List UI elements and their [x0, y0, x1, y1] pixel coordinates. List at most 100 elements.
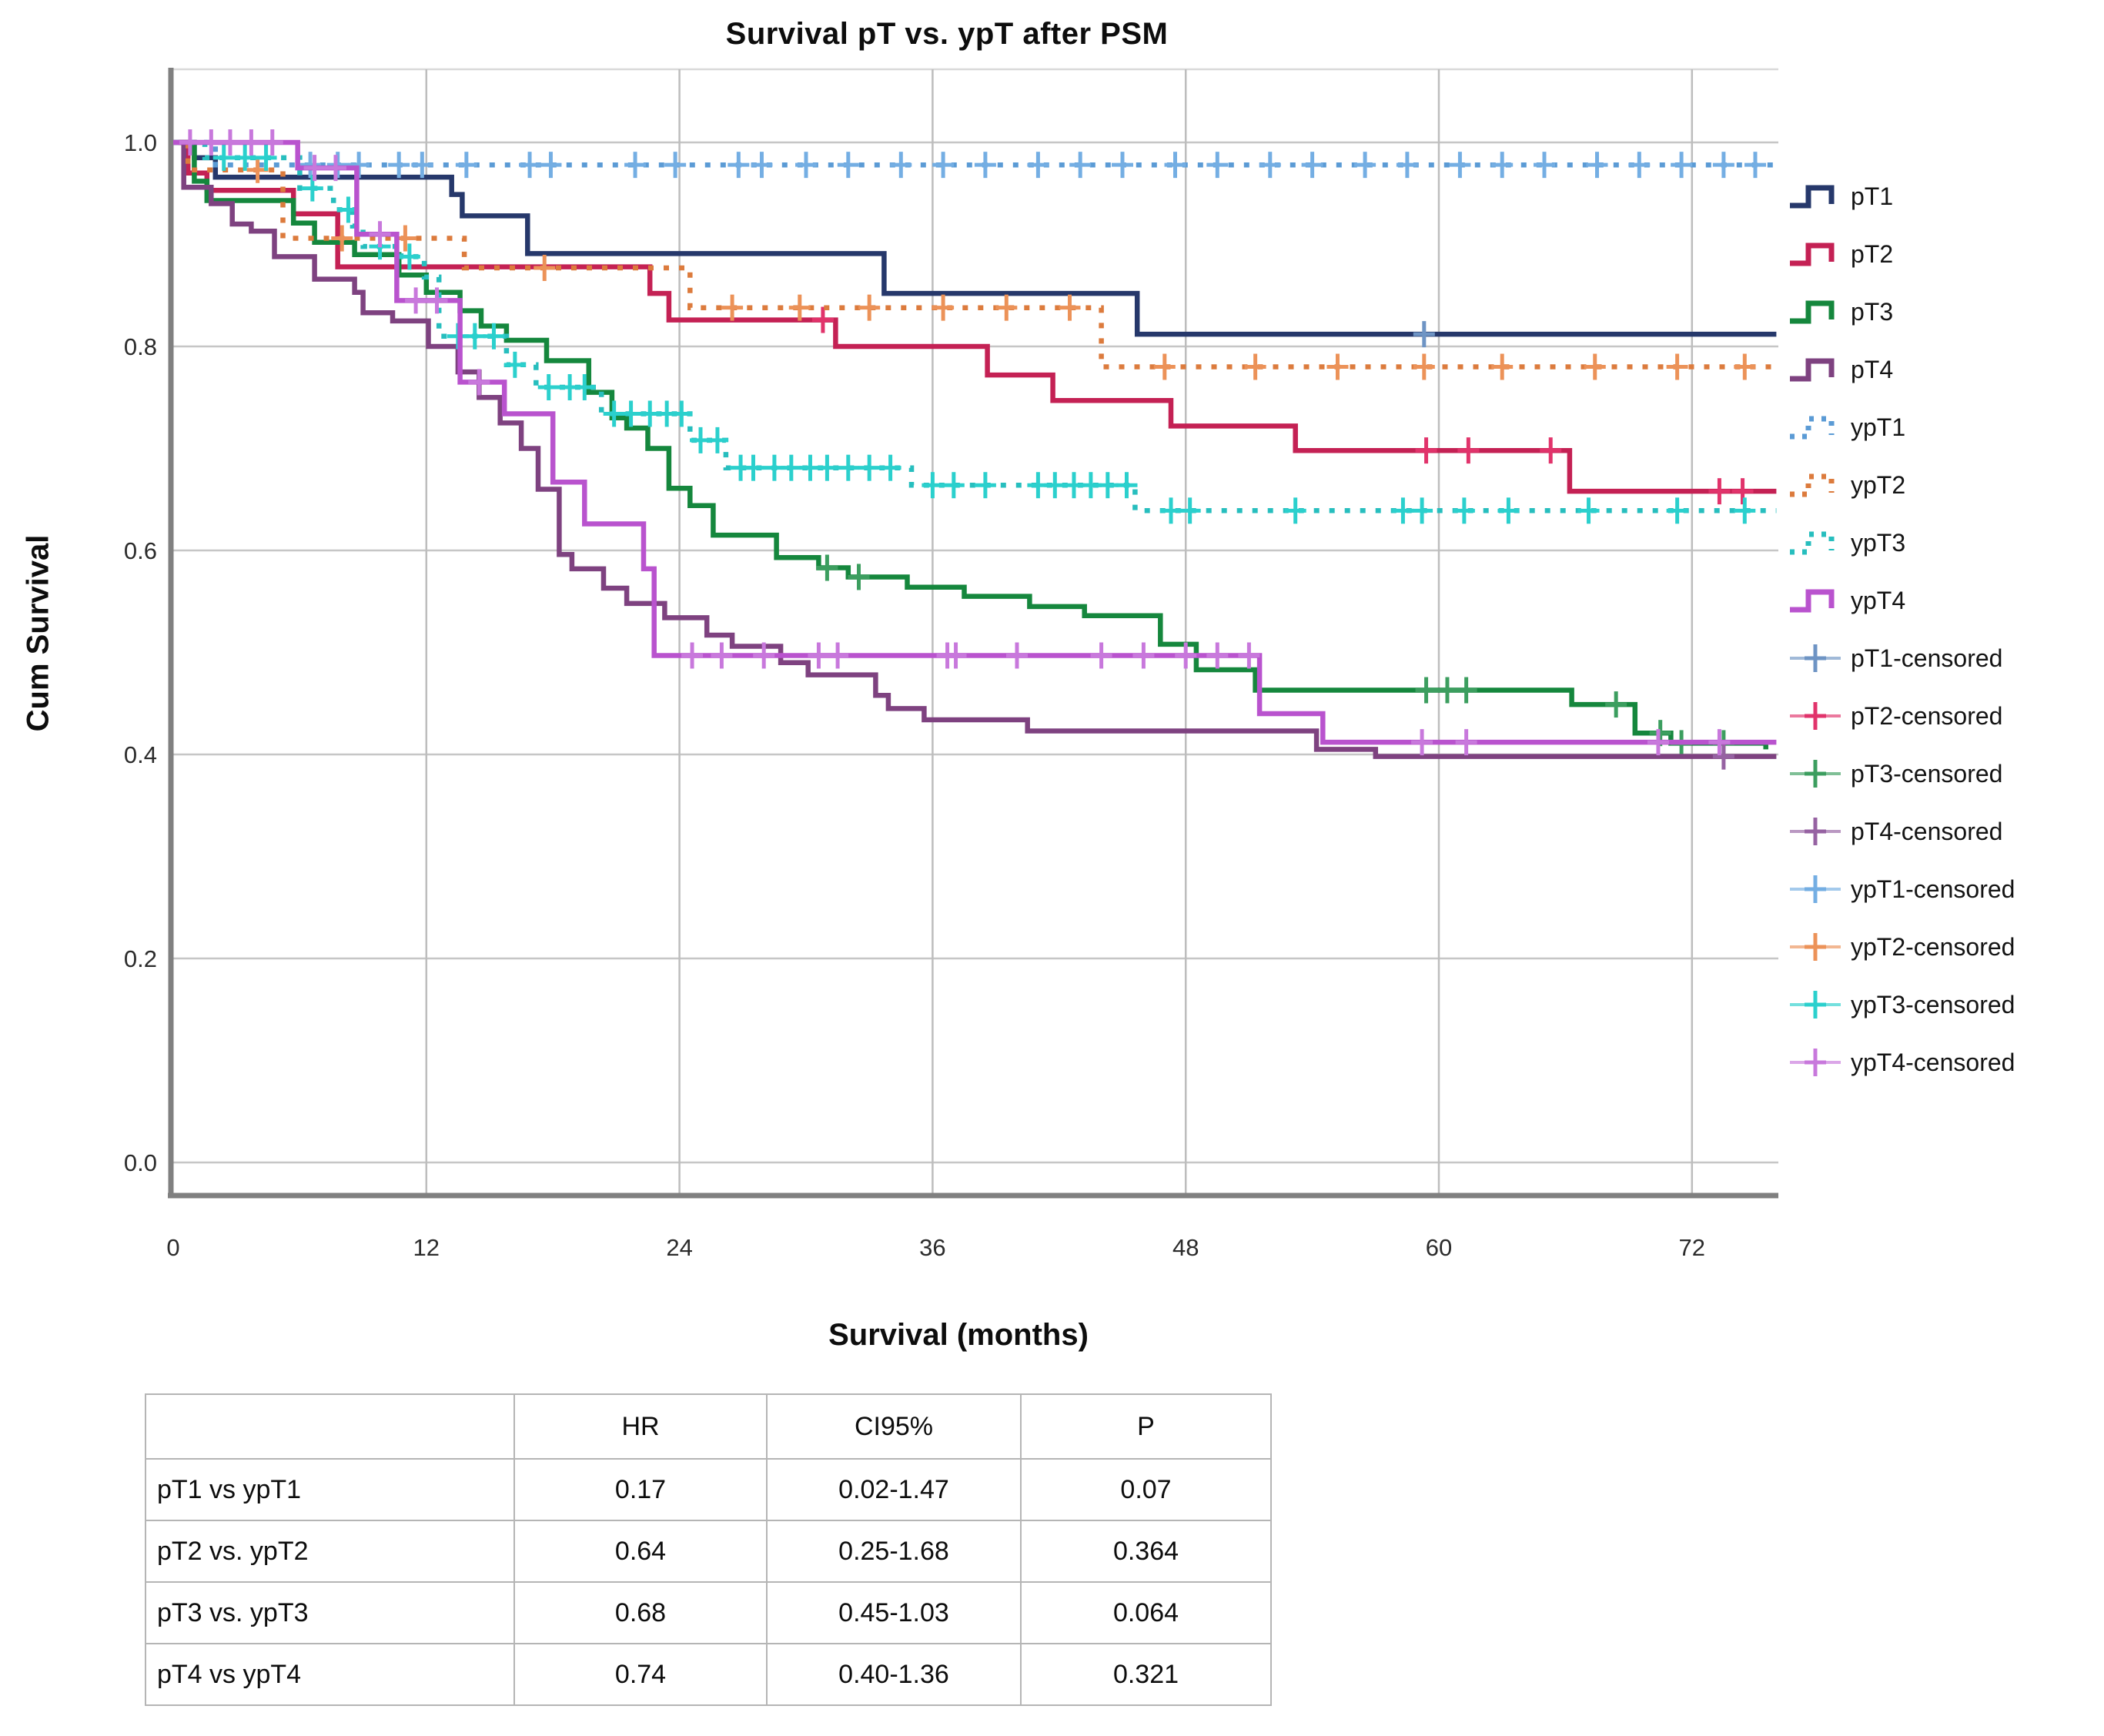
legend-item-pT1-censored: pT1-censored: [1790, 644, 2002, 672]
legend-item-ypT2-censored: ypT2-censored: [1790, 933, 2015, 961]
legend-item-pT3-censored: pT3-censored: [1790, 760, 2002, 788]
p-value: 0.064: [1020, 1581, 1272, 1644]
legend-item-pT1: pT1: [1790, 182, 1893, 210]
ci-value: 0.25-1.68: [766, 1520, 1022, 1583]
col-header-p: P: [1020, 1393, 1272, 1460]
legend-key-pT2: [1790, 243, 1835, 266]
legend-label-pT4-censored: pT4-censored: [1851, 818, 2002, 845]
legend-key-pT3: [1790, 300, 1835, 324]
col-header-blank: [145, 1393, 515, 1460]
legend-label-pT1: pT1: [1851, 182, 1893, 210]
row-label: pT2 vs. ypT2: [145, 1520, 515, 1583]
censors-pT1: [1413, 321, 1435, 348]
p-value: 0.321: [1020, 1643, 1272, 1706]
legend-item-pT3: pT3: [1790, 298, 1893, 326]
y-tick-label: 1.0: [124, 129, 157, 156]
series-pT3: [173, 139, 1768, 750]
censors-ypT1: [299, 152, 1766, 179]
legend-item-pT2: pT2: [1790, 240, 1893, 268]
ci-value: 0.40-1.36: [766, 1643, 1022, 1706]
curve-pT4: [173, 139, 1777, 759]
curve-ypT1: [173, 139, 1777, 168]
x-tick-label: 0: [166, 1234, 179, 1261]
legend-label-pT4: pT4: [1851, 356, 1893, 383]
legend-item-ypT3-censored: ypT3-censored: [1790, 991, 2015, 1019]
legend-label-pT2-censored: pT2-censored: [1851, 702, 2002, 730]
series-ypT1: [173, 139, 1777, 168]
legend-key-ypT4: [1790, 589, 1835, 613]
x-tick-label: 24: [666, 1234, 692, 1261]
table-row: pT2 vs. ypT2 0.64 0.25-1.68 0.364: [145, 1520, 1272, 1583]
censors-ypT3: [212, 144, 1756, 524]
curve-pT3: [173, 139, 1768, 750]
legend-key-ypT1: [1790, 416, 1835, 440]
ci-value: 0.45-1.03: [766, 1581, 1022, 1644]
legend-item-pT2-censored: pT2-censored: [1790, 702, 2002, 730]
legend-item-ypT4: ypT4: [1790, 587, 1905, 614]
table-row: pT1 vs ypT1 0.17 0.02-1.47 0.07: [145, 1458, 1272, 1521]
series-ypT4: [173, 139, 1777, 745]
hr-value: 0.74: [513, 1643, 768, 1706]
curve-ypT4: [173, 139, 1777, 745]
censors-ypT4: [179, 129, 1731, 756]
row-label: pT1 vs ypT1: [145, 1458, 515, 1521]
row-label: pT4 vs ypT4: [145, 1643, 515, 1706]
legend-label-ypT3: ypT3: [1851, 529, 1905, 557]
legend-label-ypT4-censored: ypT4-censored: [1851, 1049, 2015, 1076]
row-label: pT3 vs. ypT3: [145, 1581, 515, 1644]
legend: pT1 pT2 pT3 pT4 ypT1 ypT2 ypT3 ypT4 pT1-censored…: [1790, 182, 2015, 1076]
x-tick-label: 36: [919, 1234, 945, 1261]
series-pT2: [173, 139, 1777, 494]
curve-ypT2: [173, 139, 1777, 370]
x-axis-label: Survival (months): [828, 1318, 1089, 1352]
col-header-hr: HR: [513, 1393, 768, 1460]
y-tick-label: 0.8: [124, 333, 157, 360]
legend-label-ypT2-censored: ypT2-censored: [1851, 933, 2015, 961]
hr-value: 0.17: [513, 1458, 768, 1521]
legend-label-ypT3-censored: ypT3-censored: [1851, 991, 2015, 1019]
table-header-row: HR CI95% P: [145, 1393, 1272, 1460]
ci-value: 0.02-1.47: [766, 1458, 1022, 1521]
legend-key-ypT2: [1790, 473, 1835, 497]
y-tick-label: 0.0: [124, 1149, 157, 1176]
legend-item-ypT1-censored: ypT1-censored: [1790, 875, 2015, 903]
hr-value: 0.64: [513, 1520, 768, 1583]
legend-label-ypT2: ypT2: [1851, 471, 1905, 499]
y-tick-label: 0.6: [124, 537, 157, 564]
hr-value: 0.68: [513, 1581, 768, 1644]
series-ypT3: [173, 139, 1777, 513]
legend-item-ypT3: ypT3: [1790, 529, 1905, 557]
series-pT4: [173, 139, 1777, 759]
x-tick-label: 72: [1679, 1234, 1705, 1261]
legend-item-ypT4-censored: ypT4-censored: [1790, 1049, 2015, 1076]
legend-item-pT4-censored: pT4-censored: [1790, 818, 2002, 845]
axes: [168, 68, 1778, 1199]
y-tick-label: 0.2: [124, 945, 157, 972]
legend-label-pT3-censored: pT3-censored: [1851, 760, 2002, 788]
censors-ypT2: [246, 156, 1756, 380]
x-tick-label: 48: [1172, 1234, 1199, 1261]
legend-item-ypT2: ypT2: [1790, 471, 1905, 499]
table-row: pT4 vs ypT4 0.74 0.40-1.36 0.321: [145, 1643, 1272, 1706]
legend-key-pT4: [1790, 358, 1835, 382]
legend-item-ypT1: ypT1: [1790, 413, 1905, 441]
km-survival-chart: 0.0 0.2 0.4 0.6 0.8 1.0 0 12 24 36 48 60 72 pT1 pT2 pT3…: [124, 68, 2015, 1261]
p-value: 0.07: [1020, 1458, 1272, 1521]
legend-label-pT3: pT3: [1851, 298, 1893, 326]
series-ypT2: [173, 139, 1777, 370]
legend-key-pT1: [1790, 185, 1835, 209]
x-tick-label: 12: [413, 1234, 440, 1261]
y-tick-label: 0.4: [124, 741, 157, 768]
legend-item-pT4: pT4: [1790, 356, 1893, 383]
curve-ypT3: [173, 139, 1777, 513]
legend-label-pT2: pT2: [1851, 240, 1893, 268]
legend-label-ypT4: ypT4: [1851, 587, 1905, 614]
legend-label-pT1-censored: pT1-censored: [1851, 644, 2002, 672]
censors-pT4: [1712, 743, 1734, 770]
legend-key-ypT3: [1790, 531, 1835, 555]
p-value: 0.364: [1020, 1520, 1272, 1583]
legend-label-ypT1-censored: ypT1-censored: [1851, 875, 2015, 903]
col-header-ci95: CI95%: [766, 1393, 1022, 1460]
chart-title: Survival pT vs. ypT after PSM: [725, 17, 1169, 51]
